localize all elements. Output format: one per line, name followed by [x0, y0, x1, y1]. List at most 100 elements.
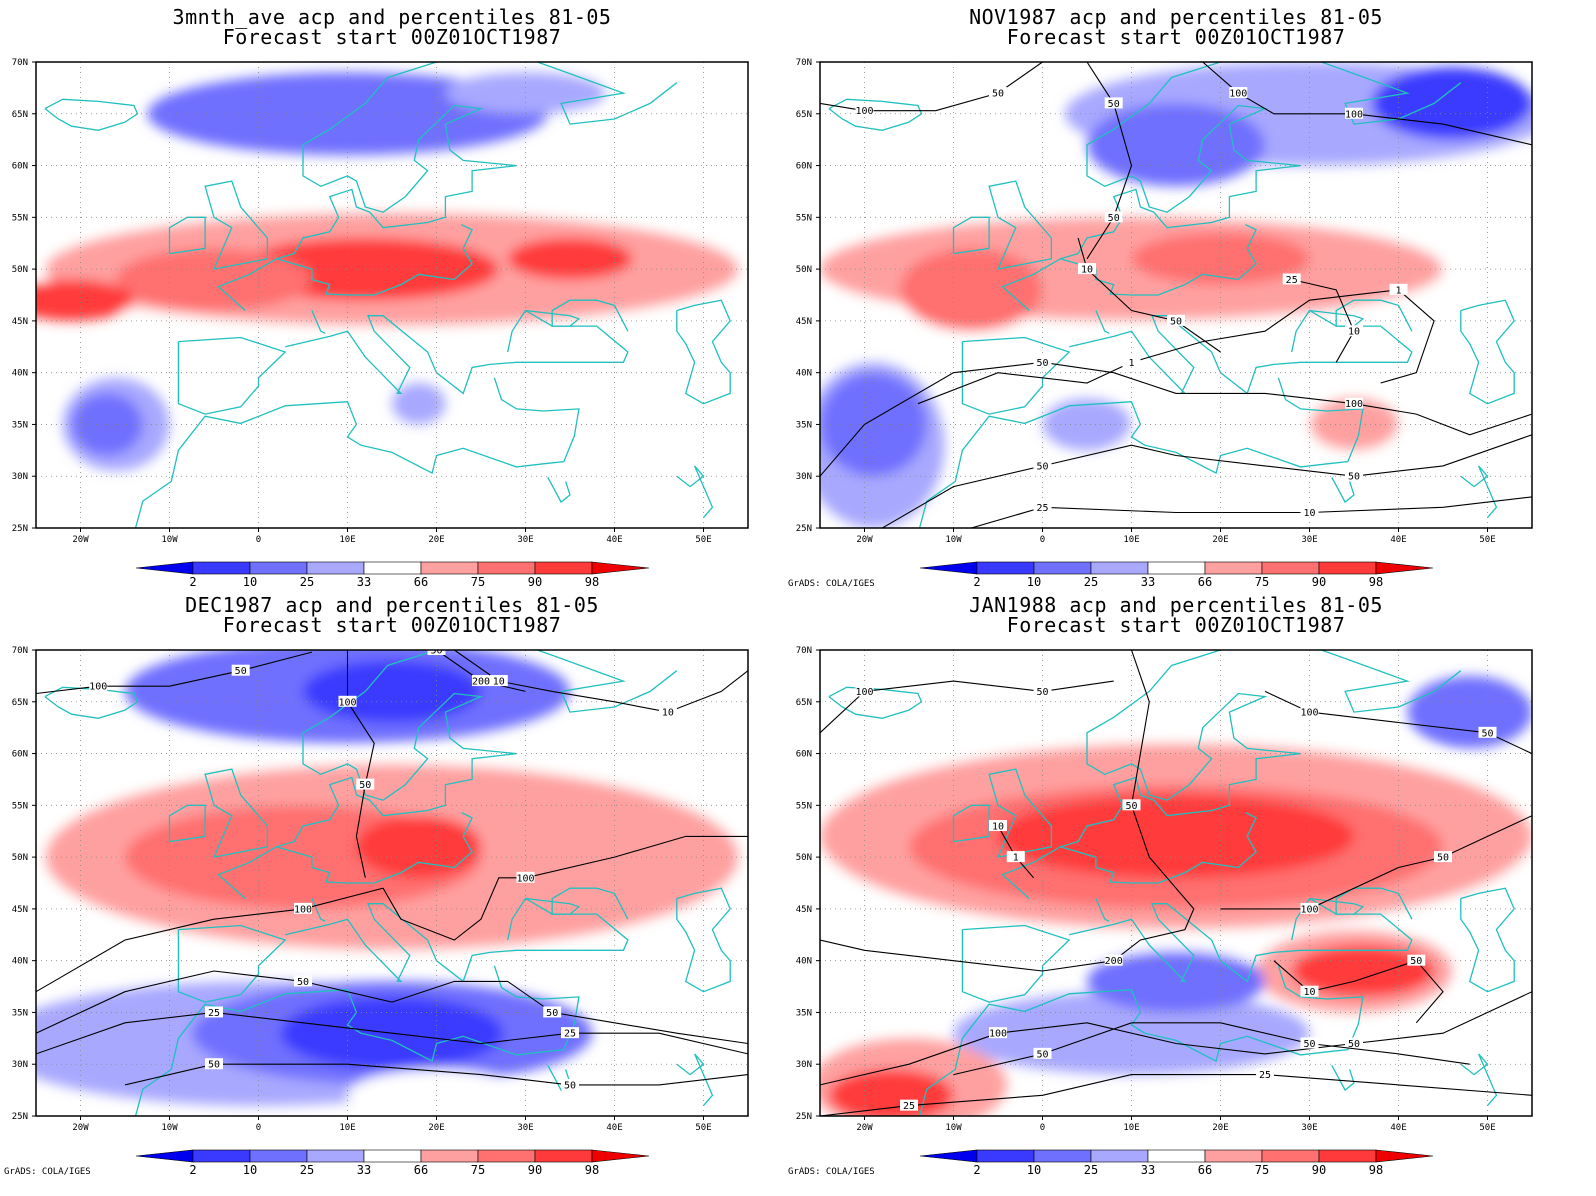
colorbar-arrow-high: [1375, 561, 1434, 575]
colorbar-label: 2: [973, 575, 980, 589]
colorbar-arrow-high: [591, 561, 650, 575]
panel-subtitle: Forecast start 00Z01OCT1987: [1007, 25, 1346, 49]
contour-label-bg: [900, 1099, 918, 1111]
x-tick-label: 10E: [339, 1123, 355, 1133]
contour-label-bg: [1407, 954, 1426, 966]
y-tick-label: 70N: [796, 646, 812, 656]
anomaly-patch: [356, 815, 482, 878]
x-tick-label: 20W: [72, 535, 89, 545]
contour-label-bg: [1104, 97, 1123, 109]
contour-line: [917, 289, 1435, 405]
contour-label: 25: [903, 1101, 915, 1112]
colorbar-label: 33: [357, 1163, 371, 1177]
contour-label-bg: [294, 975, 312, 987]
contour-label-bg: [855, 104, 874, 116]
gridlines: [820, 650, 1532, 1116]
colorbar-label: 75: [1255, 575, 1269, 589]
contour-label: 100: [89, 682, 107, 693]
contour-label: 100: [1345, 109, 1363, 120]
contour-line: [820, 680, 1114, 734]
colorbar-arrow-high: [591, 1149, 650, 1163]
contour-label-bg: [1345, 325, 1363, 337]
panel-title: DEC1987 acp and percentiles 81-05: [185, 593, 599, 617]
panel-nov1987: NOV1987 acp and percentiles 81-05 Foreca…: [788, 5, 1533, 589]
y-tick-label: 50N: [796, 265, 812, 275]
anomaly-patch: [507, 238, 633, 280]
contour-label: 50: [1348, 1039, 1360, 1050]
contour-label-bg: [1033, 685, 1052, 697]
contour-label-bg: [1229, 87, 1248, 99]
panel-subtitle: Forecast start 00Z01OCT1987: [1007, 613, 1346, 637]
contour-label: 25: [1259, 1070, 1271, 1081]
colorbar-segment: [1147, 561, 1206, 575]
x-tick-label: 0: [256, 1123, 261, 1133]
contour-label-bg: [1033, 501, 1052, 513]
contour-label-bg: [989, 820, 1007, 832]
colorbar-label: 90: [1312, 1163, 1326, 1177]
coastline: [134, 377, 580, 528]
colorbar-label: 98: [585, 575, 599, 589]
anomaly-patch: [347, 1069, 526, 1116]
coastline: [1060, 812, 1257, 884]
contour-line: [1291, 278, 1355, 363]
y-tick-label: 65N: [796, 110, 812, 120]
coastline: [204, 768, 269, 858]
contour-label-bg: [231, 664, 250, 676]
x-tick-label: 30E: [517, 535, 533, 545]
colorbar-segment: [192, 561, 251, 575]
x-tick-label: 0: [1040, 1123, 1045, 1133]
contour-label-bg: [855, 685, 874, 697]
contour-label: 10: [493, 677, 505, 688]
contour-label-bg: [1167, 314, 1185, 326]
colorbar: 2 10 25 33 66 75 90 98: [919, 1149, 1434, 1177]
anomaly-patch: [1309, 398, 1399, 451]
contour-label: 50: [546, 1008, 558, 1019]
panel-jan1988: JAN1988 acp and percentiles 81-05 Foreca…: [788, 593, 1533, 1177]
grads-credit: GrADS: COLA/IGES: [788, 579, 875, 589]
anomaly-patch: [1371, 67, 1532, 140]
y-tick-label: 55N: [796, 801, 812, 811]
contour-line: [882, 434, 1532, 528]
x-tick-label: 40E: [606, 535, 622, 545]
contour-lines: 100 50 50 200 100 50 100 50 100 50 50 50 25 25 10 1 10 50: [820, 650, 1532, 1116]
colorbar-label: 2: [973, 1163, 980, 1177]
y-tick-label: 45N: [796, 905, 812, 915]
contour-label: 50: [1036, 687, 1048, 698]
contour-label-bg: [294, 902, 312, 914]
colorbar-label: 25: [300, 575, 314, 589]
map-frame: [819, 61, 1533, 529]
contour-label-bg: [205, 1006, 223, 1018]
colorbar-segment: [1261, 561, 1320, 575]
contour-label: 100: [1300, 708, 1318, 719]
y-tick-label: 60N: [12, 162, 28, 172]
x-tick-label: 50E: [695, 1123, 711, 1133]
coastline: [828, 98, 923, 131]
contour-label-bg: [1345, 1037, 1363, 1049]
contour-line: [820, 361, 1532, 477]
contour-label-bg: [489, 675, 508, 687]
coastline: [1069, 897, 1413, 983]
x-tick-label: 0: [1040, 535, 1045, 545]
contour-label-bg: [561, 1078, 579, 1090]
contour-label-bg: [427, 650, 446, 655]
contour-label-bg: [1300, 902, 1319, 914]
colorbar-label: 66: [414, 1163, 428, 1177]
colorbar-segment: [534, 1149, 593, 1163]
y-tick-label: 60N: [12, 750, 28, 760]
coastline: [1331, 1064, 1355, 1092]
y-tick-label: 55N: [12, 213, 28, 223]
contour-line: [820, 991, 1532, 1086]
colorbar-segment: [1033, 561, 1092, 575]
contour-line: [1077, 237, 1221, 353]
x-tick-label: 20W: [856, 1123, 873, 1133]
colorbar-arrow-high: [1375, 1149, 1434, 1163]
contour-label: 10: [1303, 987, 1315, 998]
panel-title: NOV1987 acp and percentiles 81-05: [969, 5, 1383, 29]
contour-label: 50: [1125, 801, 1137, 812]
contour-label: 50: [1036, 461, 1048, 472]
colorbar-label: 33: [357, 575, 371, 589]
coastline: [1460, 465, 1498, 519]
anomaly-patch: [445, 72, 606, 114]
map-frame: [35, 61, 749, 529]
contour-label-bg: [1033, 1047, 1052, 1059]
